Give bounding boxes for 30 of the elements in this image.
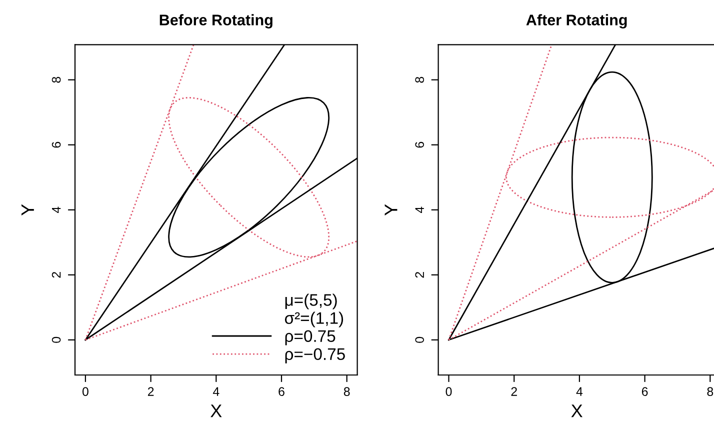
y-tick-label: 0 xyxy=(52,336,61,343)
x-tick-label: 8 xyxy=(344,387,350,396)
y-tick-label: 8 xyxy=(415,76,424,83)
chart-title: Before Rotating xyxy=(160,14,272,28)
y-tick-label: 4 xyxy=(52,206,61,214)
chart-title: After Rotating xyxy=(526,14,627,28)
y-tick-label: 8 xyxy=(52,76,61,83)
x-tick-label: 6 xyxy=(642,387,648,396)
x-tick-label: 2 xyxy=(511,387,517,396)
x-tick-label: 8 xyxy=(707,387,714,396)
y-axis-title: Y xyxy=(21,204,34,216)
legend-label: ρ=−0.75 xyxy=(285,348,345,364)
y-tick-label: 2 xyxy=(415,272,424,278)
y-tick-label: 0 xyxy=(415,336,424,343)
x-tick-label: 4 xyxy=(576,387,583,396)
x-axis-title: X xyxy=(571,404,582,418)
x-axis-title: X xyxy=(210,404,222,418)
y-tick-label: 2 xyxy=(52,272,61,278)
annotation: μ=(5,5) xyxy=(285,294,337,310)
annotation: σ²=(1,1) xyxy=(284,312,344,328)
y-tick-label: 6 xyxy=(52,142,61,148)
y-axis-title: Y xyxy=(384,204,398,216)
y-tick-label: 4 xyxy=(415,206,424,214)
x-tick-label: 6 xyxy=(278,387,284,396)
y-tick-label: 6 xyxy=(415,142,424,148)
legend-label: ρ=0.75 xyxy=(285,330,336,346)
x-tick-label: 2 xyxy=(148,387,154,396)
x-tick-label: 0 xyxy=(82,387,88,396)
x-tick-label: 0 xyxy=(446,387,452,396)
x-tick-label: 4 xyxy=(212,387,220,396)
